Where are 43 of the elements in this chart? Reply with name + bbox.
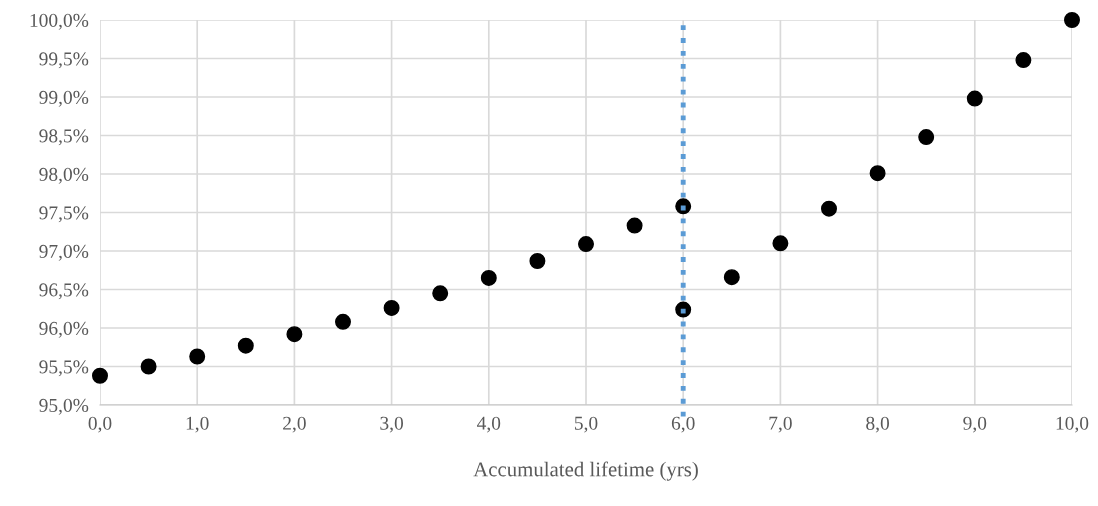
y-tick-label: 97,0% bbox=[39, 244, 89, 261]
y-tick-label: 95,0% bbox=[39, 398, 89, 415]
point bbox=[578, 236, 594, 253]
y-tick-label: 98,5% bbox=[39, 129, 89, 146]
point bbox=[335, 313, 351, 330]
point bbox=[140, 358, 157, 375]
y-tick-label: 100,0% bbox=[30, 13, 89, 30]
x-tick-label: 7,0 bbox=[769, 416, 792, 433]
y-tick-label: 98,0% bbox=[39, 167, 89, 184]
point bbox=[918, 129, 935, 146]
point bbox=[383, 300, 400, 316]
x-tick-label: 3,0 bbox=[380, 416, 404, 433]
point bbox=[286, 326, 303, 343]
x-tick-label: 10,0 bbox=[1056, 416, 1089, 433]
point bbox=[237, 337, 254, 354]
point bbox=[529, 253, 546, 269]
x-tick-label: 1,0 bbox=[186, 416, 209, 433]
point bbox=[869, 165, 886, 182]
x-tick-label: 8,0 bbox=[866, 416, 890, 433]
y-tick-label: 96,5% bbox=[39, 283, 89, 300]
x-axis-title: Accumulated lifetime (yrs) bbox=[473, 461, 698, 481]
x-tick-label: 5,0 bbox=[574, 416, 598, 433]
x-tick-label: 2,0 bbox=[283, 416, 306, 433]
point bbox=[92, 367, 108, 384]
x-tick-label: 0,0 bbox=[88, 416, 112, 433]
x-tick-label: 6,0 bbox=[671, 416, 695, 433]
y-tick-label: 99,5% bbox=[39, 52, 89, 69]
x-tick-label: 9,0 bbox=[963, 416, 987, 433]
y-tick-label: 95,5% bbox=[39, 360, 89, 377]
point bbox=[772, 235, 789, 252]
point bbox=[1064, 12, 1080, 28]
x-tick-label: 4,0 bbox=[477, 416, 501, 433]
y-tick-label: 96,0% bbox=[39, 321, 89, 338]
point bbox=[723, 269, 740, 286]
point bbox=[626, 217, 643, 234]
y-tick-label: 99,0% bbox=[39, 90, 89, 107]
point bbox=[480, 269, 497, 286]
point bbox=[189, 348, 206, 365]
point bbox=[821, 200, 837, 217]
point bbox=[432, 285, 449, 302]
point bbox=[1015, 52, 1032, 69]
point bbox=[966, 90, 983, 107]
y-tick-label: 97,5% bbox=[39, 206, 89, 223]
